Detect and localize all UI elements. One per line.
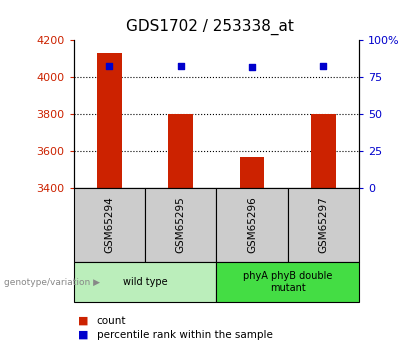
Text: GSM65295: GSM65295 (176, 197, 186, 254)
Text: GDS1702 / 253338_at: GDS1702 / 253338_at (126, 19, 294, 35)
Text: GSM65294: GSM65294 (104, 197, 114, 254)
Text: count: count (97, 316, 126, 326)
Text: percentile rank within the sample: percentile rank within the sample (97, 330, 273, 339)
Text: GSM65297: GSM65297 (318, 197, 328, 254)
Bar (311, 114, 336, 188)
Point (320, 63, 327, 69)
Bar (97, 53, 122, 188)
Text: GSM65296: GSM65296 (247, 197, 257, 254)
Text: ■: ■ (78, 330, 88, 339)
Text: wild type: wild type (123, 277, 167, 287)
Text: ■: ■ (78, 316, 88, 326)
Bar (239, 157, 265, 188)
Point (106, 63, 113, 68)
Point (249, 65, 255, 70)
Bar (168, 114, 193, 188)
Text: genotype/variation ▶: genotype/variation ▶ (4, 277, 100, 287)
Point (177, 63, 184, 69)
Text: phyA phyB double
mutant: phyA phyB double mutant (243, 271, 332, 293)
